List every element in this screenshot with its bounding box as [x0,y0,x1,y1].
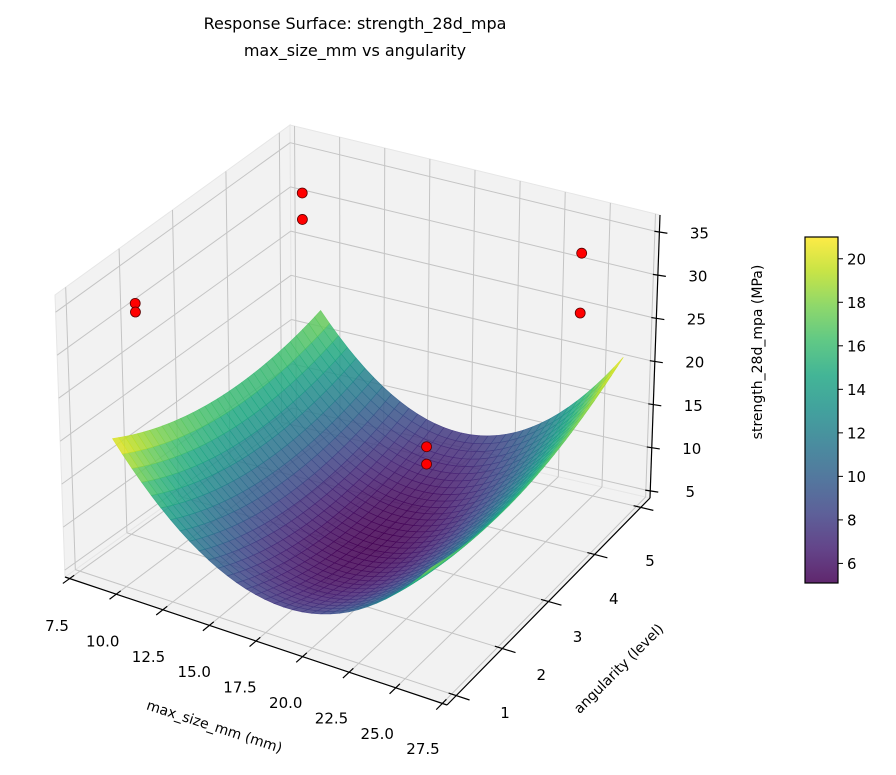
gridline-x-back [426,159,431,447]
axis-lines [62,214,668,711]
x-tick-mark [389,683,401,695]
z-axis-line [649,214,661,499]
colorbar-tick-label: 16 [847,337,866,355]
z-tick-label: 20 [685,354,704,372]
x-tick-label: 22.5 [315,709,348,727]
x-tick-label: 15.0 [178,663,211,681]
z-tick-mark [645,489,659,493]
y-axis-label: angularity (level) [571,621,667,717]
z-tick-label: 35 [690,224,709,242]
z-tick-mark [654,230,668,234]
y-tick-label: 1 [500,704,510,722]
response-surface [111,310,624,615]
z-tick-label: 10 [682,440,701,458]
z-tick-label: 5 [685,483,695,501]
x-tick-label: 12.5 [132,648,165,666]
colorbar-tick-label: 18 [847,294,866,312]
x-tick-label: 27.5 [406,740,439,758]
scatter-point [574,307,586,319]
z-tick-label: 15 [684,397,703,415]
colorbar-gradient [804,236,839,584]
gridline-x-back [470,169,476,457]
gridline-z-left [58,230,292,399]
scatter-points [129,187,588,470]
y-tick-label: 2 [536,666,546,684]
y-tick-label: 4 [609,590,619,608]
x-tick-mark [342,667,354,679]
colorbar: 6 8 10 12 14 16 18 20 [804,236,866,584]
x-axis-label: max_size_mm (mm) [144,698,284,757]
z-tick-mark [652,273,666,277]
gridline-z-back [290,274,655,363]
colorbar-tick-label: 8 [847,511,857,529]
z-tick-mark [651,316,665,321]
colorbar-tick-label: 12 [847,424,866,442]
z-tick-label: 25 [687,311,706,329]
scatter-point [576,247,588,259]
y-tick-label: 5 [645,552,655,570]
colorbar-tick-label: 14 [847,381,866,399]
colorbar-tick-label: 10 [847,468,866,486]
z-tick-mark [646,446,660,450]
gridline-z-left [56,186,291,356]
gridline-x-back [514,180,521,467]
scatter-point [421,458,432,470]
y-tick-mark [494,645,516,654]
gridline-z-left [61,319,292,485]
colorbar-tick-label: 20 [847,250,866,268]
z-tick-mark [649,360,663,364]
x-tick-label: 7.5 [45,617,69,635]
gridline-z-back [290,186,658,276]
gridline-z-back [290,142,660,233]
x-tick-mark [202,621,215,632]
surface-patch [421,564,437,576]
x-tick-label: 17.5 [223,679,256,697]
gridline-z-left [55,142,291,313]
gridline-y-floor [75,569,457,697]
gridline-y-left [118,248,128,533]
x-tick-mark [435,698,447,711]
x-tick-mark [155,605,168,616]
tick-labels: 7.5 10.0 12.5 15.0 17.5 20.0 22.5 25.0 27.5 1 2 3 4 5… [45,224,709,758]
y-tick-mark [587,551,608,559]
scatter-point [421,441,432,453]
x-tick-mark [295,652,308,663]
chart-title-line-2: max_size_mm vs angularity [243,41,467,60]
x-tick-label: 20.0 [269,694,302,712]
y-tick-mark [540,598,562,606]
scatter-point [130,306,141,318]
z-tick-label: 30 [688,267,707,285]
colorbar-tick-label: 6 [847,555,857,573]
scatter-point [296,187,308,199]
x-tick-label: 25.0 [361,725,394,743]
x-tick-mark [62,574,75,584]
chart-title-line-1: Response Surface: strength_28d_mpa [203,14,507,33]
surface-patch [111,437,129,455]
scatter-point [296,214,308,225]
gridline-y-left [65,287,76,570]
y-tick-mark [633,505,654,511]
gridline-z-left [59,274,292,442]
z-tick-mark [648,403,662,407]
y-tick-mark [448,692,470,701]
gridline-z-back [290,230,657,320]
y-tick-label: 3 [573,628,583,646]
z-axis-label: strength_28d_mpa (MPa) [750,265,766,440]
x-tick-mark [109,590,122,600]
gridline-x-back [645,213,656,498]
x-tick-label: 10.0 [86,632,119,650]
x-tick-mark [249,636,261,647]
gridline-x-back [601,202,611,487]
